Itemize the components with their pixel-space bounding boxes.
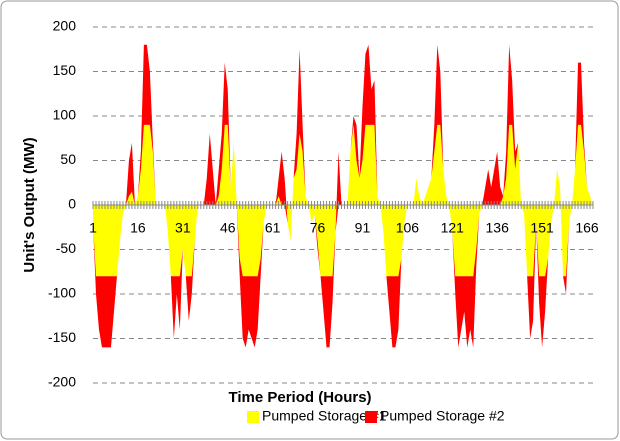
y-tick-label: -50 bbox=[56, 240, 76, 256]
y-tick-label: -200 bbox=[48, 374, 76, 390]
legend-label: Pumped Storage #2 bbox=[380, 408, 505, 424]
y-axis-title: Unit's Output (MW) bbox=[21, 137, 38, 272]
x-tick-label: 136 bbox=[486, 220, 510, 236]
x-tick-label: 1 bbox=[89, 220, 97, 236]
x-tick-label: 61 bbox=[265, 220, 281, 236]
y-tick-label: -100 bbox=[48, 285, 76, 301]
legend-swatch bbox=[247, 411, 259, 423]
x-tick-label: 151 bbox=[530, 220, 554, 236]
area bbox=[93, 44, 593, 348]
plot-area: -200 -150 -100 -50 0 50 100 150 200 1 16 31 46 61 76 91… bbox=[48, 18, 599, 390]
x-tick-label: 91 bbox=[355, 220, 371, 236]
x-tick-label: 76 bbox=[310, 220, 326, 236]
y-tick-label: 0 bbox=[68, 196, 76, 212]
x-tick-label: 46 bbox=[220, 220, 236, 236]
y-tick-label: 200 bbox=[53, 18, 77, 34]
area bbox=[93, 124, 593, 277]
x-tick-label: 16 bbox=[130, 220, 146, 236]
x-axis-title: Time Period (Hours) bbox=[228, 389, 371, 406]
x-tick-label: 166 bbox=[575, 220, 599, 236]
y-tick-label: 50 bbox=[60, 151, 76, 167]
legend-swatch bbox=[365, 411, 377, 423]
x-tick-label: 121 bbox=[441, 220, 465, 236]
y-tick-label: 100 bbox=[53, 107, 77, 123]
y-tick-label: 150 bbox=[53, 62, 77, 78]
legend-label: Pumped Storage #1 bbox=[262, 408, 387, 424]
y-tick-label: -150 bbox=[48, 329, 76, 345]
x-tick-label: 106 bbox=[396, 220, 420, 236]
x-tick-label: 31 bbox=[175, 220, 191, 236]
